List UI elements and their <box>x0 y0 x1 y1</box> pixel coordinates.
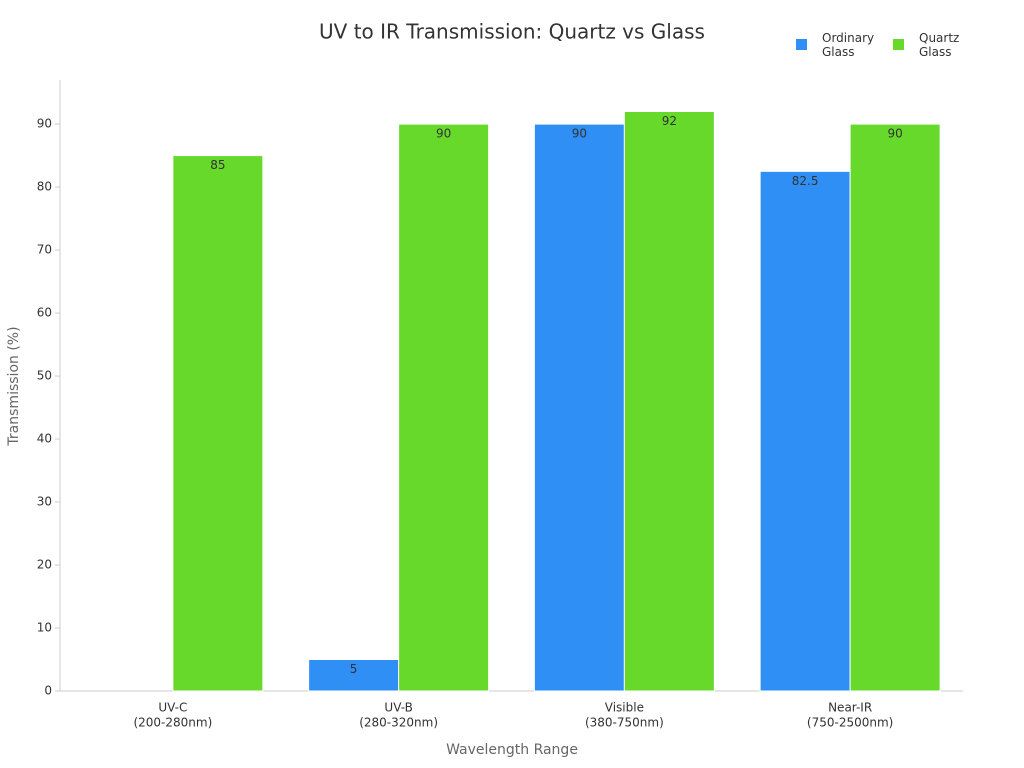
x-tick-label: (380-750nm) <box>585 716 664 730</box>
legend-label: Quartz Glass <box>919 31 960 59</box>
legend-swatch <box>796 39 807 50</box>
bar <box>623 110 715 692</box>
value-label: 92 <box>662 114 677 128</box>
legend-swatch <box>893 39 904 50</box>
bar <box>533 123 625 692</box>
y-tick-label: 80 <box>37 180 52 194</box>
x-tick-label: UV-C <box>158 701 187 715</box>
y-tick-label: 70 <box>37 243 52 257</box>
legend-label: Ordinary Glass <box>822 31 875 59</box>
y-axis-title: Transmission (%) <box>6 326 22 446</box>
value-label: 90 <box>887 127 902 141</box>
y-tick-label: 0 <box>44 684 52 698</box>
value-label: 90 <box>436 127 451 141</box>
bar <box>172 155 264 692</box>
x-tick-label: UV-B <box>384 701 412 715</box>
value-label: 82.5 <box>792 174 819 188</box>
bar <box>849 123 941 692</box>
value-label: 5 <box>350 662 358 676</box>
value-label: 85 <box>210 158 225 172</box>
y-tick-label: 10 <box>37 621 52 635</box>
chart-title: UV to IR Transmission: Quartz vs Glass <box>319 20 705 44</box>
x-tick-label: Near-IR <box>828 701 872 715</box>
bar <box>398 123 490 692</box>
bar <box>759 170 851 692</box>
y-tick-label: 50 <box>37 369 52 383</box>
x-axis-title: Wavelength Range <box>446 742 578 758</box>
value-label: 90 <box>572 127 587 141</box>
y-tick-label: 40 <box>37 432 52 446</box>
x-tick-label: (280-320nm) <box>359 716 438 730</box>
y-tick-label: 90 <box>37 117 52 131</box>
x-tick-label: (750-2500nm) <box>807 716 893 730</box>
y-tick-label: 30 <box>37 495 52 509</box>
x-tick-label: Visible <box>605 701 644 715</box>
x-tick-label: (200-280nm) <box>133 716 212 730</box>
y-tick-label: 60 <box>37 306 52 320</box>
bar <box>308 659 400 692</box>
y-tick-label: 20 <box>37 558 52 572</box>
